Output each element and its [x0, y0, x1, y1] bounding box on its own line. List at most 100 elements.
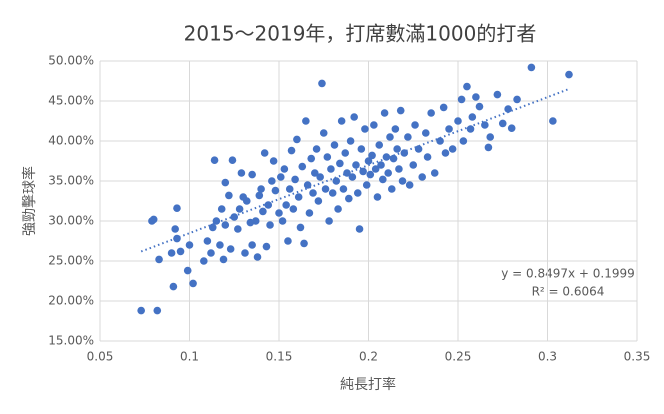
- point: [217, 205, 226, 213]
- point: [248, 241, 256, 249]
- point: [493, 90, 502, 99]
- point: [314, 197, 323, 205]
- point: [255, 191, 264, 200]
- x-axis-title: 純長打率: [340, 376, 396, 393]
- point: [459, 137, 468, 145]
- point: [370, 121, 378, 129]
- point: [343, 169, 351, 177]
- point: [382, 153, 391, 161]
- point: [228, 156, 237, 164]
- point: [271, 186, 280, 195]
- point: [393, 145, 401, 153]
- point: [379, 175, 387, 184]
- point: [226, 245, 235, 253]
- point: [463, 82, 471, 91]
- point: [468, 113, 477, 121]
- x-tick-label: 0.05: [87, 350, 114, 364]
- point: [486, 133, 495, 141]
- point: [284, 237, 292, 245]
- point: [137, 306, 145, 315]
- point: [173, 234, 181, 243]
- point: [293, 135, 301, 144]
- point: [337, 117, 346, 125]
- point: [445, 125, 453, 133]
- point: [366, 170, 375, 179]
- point: [189, 279, 197, 288]
- point: [359, 167, 367, 176]
- point: [276, 173, 285, 181]
- x-tick-label: 0.1: [180, 350, 199, 364]
- point: [418, 173, 427, 181]
- point: [210, 156, 219, 164]
- point: [318, 79, 326, 88]
- point: [430, 169, 439, 177]
- point: [475, 102, 484, 111]
- equation: y = 0.8497x + 0.1999: [501, 267, 635, 281]
- point: [404, 133, 412, 141]
- point: [498, 119, 507, 128]
- point: [565, 70, 573, 79]
- point: [242, 197, 251, 205]
- point: [221, 178, 230, 187]
- point: [348, 173, 357, 181]
- point: [396, 106, 405, 115]
- point: [411, 121, 419, 129]
- point: [285, 185, 294, 193]
- chart-title: 2015～2019年，打席數滿1000的打者: [184, 22, 537, 46]
- point: [352, 161, 360, 169]
- point: [208, 223, 217, 232]
- point: [346, 137, 355, 145]
- point: [339, 185, 348, 193]
- point: [375, 141, 384, 149]
- point: [173, 204, 181, 212]
- point: [278, 217, 287, 225]
- point: [395, 165, 403, 173]
- point: [216, 241, 224, 249]
- point: [296, 223, 305, 232]
- point: [248, 170, 256, 179]
- y-tick-label: 40.00%: [48, 134, 94, 148]
- point: [472, 93, 480, 101]
- point: [387, 185, 396, 193]
- point: [513, 95, 521, 104]
- point: [454, 117, 462, 125]
- point: [307, 154, 316, 163]
- point: [481, 121, 489, 129]
- point: [264, 201, 273, 209]
- point: [330, 141, 339, 149]
- point: [280, 165, 289, 173]
- x-tick-label: 0.3: [538, 350, 557, 364]
- point: [311, 169, 319, 177]
- point: [289, 205, 298, 213]
- point: [409, 161, 418, 169]
- point: [364, 157, 373, 165]
- point: [350, 113, 358, 121]
- point: [262, 242, 271, 251]
- point: [334, 205, 342, 213]
- point: [386, 133, 394, 141]
- point: [241, 249, 249, 257]
- point: [457, 95, 466, 104]
- x-tick-label: 0.35: [624, 350, 651, 364]
- point: [269, 157, 278, 165]
- point: [336, 159, 344, 168]
- y-tick-label: 25.00%: [48, 254, 94, 268]
- point: [305, 209, 314, 217]
- point: [167, 249, 176, 257]
- point: [176, 247, 185, 256]
- point: [323, 153, 332, 161]
- point: [268, 177, 276, 185]
- y-tick-label: 30.00%: [48, 214, 94, 228]
- y-tick-label: 20.00%: [48, 294, 94, 308]
- point: [251, 217, 260, 225]
- x-tick-label: 0.25: [445, 350, 472, 364]
- point: [183, 266, 192, 275]
- point: [373, 193, 382, 201]
- point: [362, 181, 371, 189]
- point: [355, 225, 364, 233]
- point: [221, 221, 230, 229]
- point: [200, 257, 208, 265]
- point: [282, 201, 290, 209]
- x-tick-label: 0.15: [266, 350, 293, 364]
